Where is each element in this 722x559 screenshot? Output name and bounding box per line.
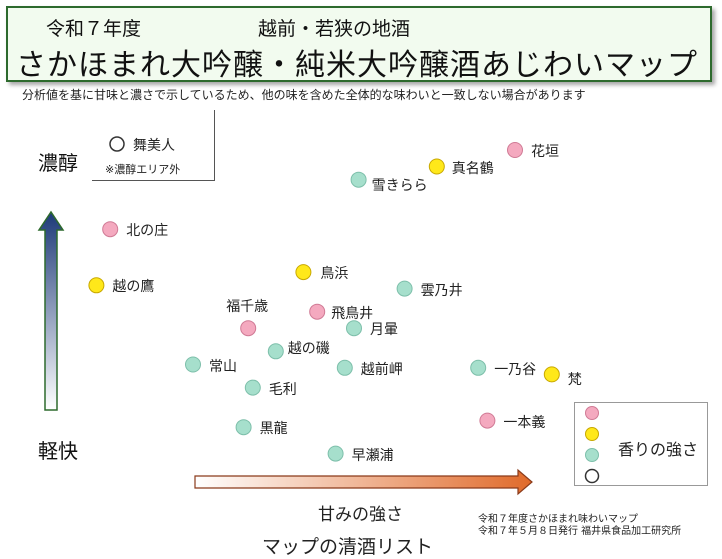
title-banner: 令和７年度 越前・若狭の地酒 さかほまれ大吟醸・純米大吟醸酒あじわいマップ: [6, 6, 712, 83]
point-0: [507, 142, 523, 158]
point-label-8: 飛鳥井: [331, 305, 374, 322]
x-axis-arrow: [194, 468, 533, 496]
region-label: 越前・若狭の地酒: [258, 18, 411, 40]
point-3: [102, 221, 119, 238]
point-14: [543, 366, 560, 383]
legend-swatch-pink: [585, 406, 599, 420]
point-label-11: 常山: [209, 358, 237, 375]
outside-area-note: ※濃醇エリア外: [105, 163, 181, 176]
footer-line2: 令和７年５月８日発行 福井県食品加工研究所: [478, 526, 682, 537]
point-label-4: 鳥浜: [320, 266, 349, 283]
point-label-10: 越の磯: [287, 341, 330, 358]
point-2: [350, 171, 367, 188]
point-label-5: 越の鷹: [112, 279, 155, 296]
list-title: マップの清酒リスト: [262, 536, 434, 558]
page-title: さかほまれ大吟醸・純米大吟醸酒あじわいマップ: [16, 48, 698, 83]
point-16: [479, 412, 496, 429]
outside-marker: [109, 136, 125, 152]
point-label-0: 花垣: [531, 144, 559, 160]
point-label-6: 雲乃井: [420, 282, 463, 299]
legend-swatch-white: [584, 468, 600, 484]
point-label-7: 福千歳: [226, 299, 269, 316]
point-12: [336, 359, 353, 376]
outside-area-box: [92, 110, 215, 181]
point-18: [327, 445, 344, 462]
point-label-2: 雪きらら: [371, 177, 428, 194]
disclaimer-note: 分析値を基に甘味と濃さで示しているため、他の味を含めた全体的な味わいと一致しない…: [22, 88, 586, 102]
point-label-16: 一本義: [503, 414, 546, 431]
point-9: [346, 320, 362, 337]
point-4: [295, 264, 312, 281]
point-label-15: 毛利: [268, 381, 297, 398]
point-label-12: 越前岬: [360, 361, 403, 378]
x-axis-label: 甘みの強さ: [318, 505, 403, 525]
point-label-9: 月暈: [370, 322, 398, 339]
point-label-1: 真名鶴: [451, 160, 494, 177]
point-8: [309, 303, 326, 320]
point-label-13: 一乃谷: [494, 361, 537, 378]
point-label-17: 黒龍: [259, 421, 288, 438]
outside-brand-label: 舞美人: [133, 138, 175, 154]
point-5: [88, 277, 105, 294]
legend-swatch-yellow: [585, 427, 599, 441]
legend-label: 香りの強さ: [618, 440, 699, 459]
point-label-3: 北の庄: [126, 223, 169, 240]
point-15: [244, 379, 261, 396]
point-7: [240, 320, 257, 337]
point-13: [470, 359, 487, 376]
point-1: [428, 158, 445, 175]
point-6: [396, 280, 413, 297]
y-axis-arrow: [37, 210, 65, 411]
point-11: [185, 356, 201, 373]
footer-line1: 令和７年度さかほまれ味わいマップ: [478, 514, 638, 525]
point-10: [267, 343, 284, 360]
year-label: 令和７年度: [46, 18, 142, 40]
legend-swatch-green: [585, 448, 599, 462]
point-label-18: 早瀬浦: [351, 447, 394, 464]
point-label-14: 梵: [567, 372, 582, 389]
point-17: [235, 419, 252, 436]
